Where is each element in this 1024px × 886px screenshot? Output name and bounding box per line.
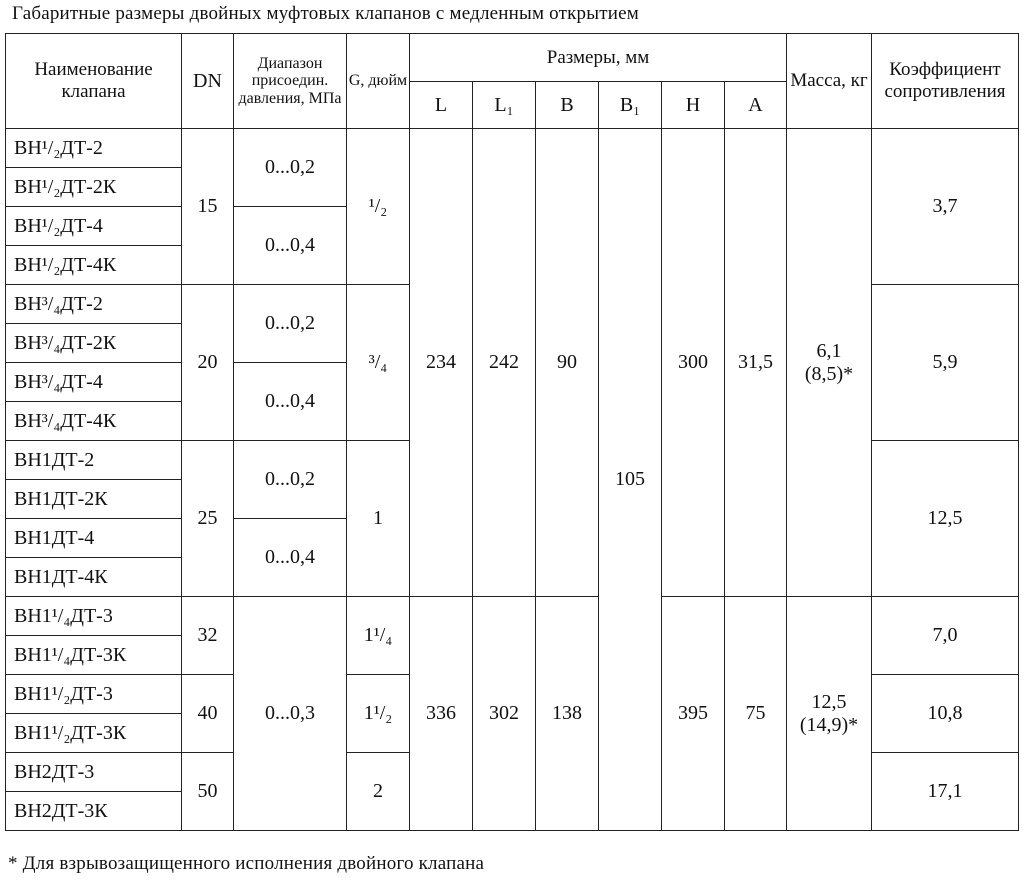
row: ВН¹/₂ДТ-2 15 0...0,2 ¹/₂ 234 242 90 105 … [5,128,1020,831]
cell: ВН³/₄ДТ-4К [5,401,182,441]
row: ВН³/₄ДТ-4 0...0,4 [5,362,1019,441]
cell: 0...0,4 [233,206,347,285]
header-cell: Масса, кг [786,33,873,129]
header-cell: Размеры, мм [408,33,788,82]
row: ВН1¹/₄ДТ-3 32 0...0,3 1¹/₄ 336 302 138 3… [5,596,1020,831]
cell: 20 [181,284,234,441]
cell: 234 [409,128,473,597]
header-cell: Коэффициент сопротивления [871,33,1020,129]
cell: ³/₄ [346,284,410,441]
cell: 0...0,3 [233,596,347,831]
header-cell: A [723,81,788,129]
row: ВН1¹/₄ДТ-3К [5,635,1019,675]
cell: ВН1ДТ-4К [5,557,182,597]
cell: 1¹/₂ [346,674,410,753]
cell: 31,5 [723,128,788,597]
header-cell: H [661,81,725,129]
table: Наименование клапана DN Диапазон присоед… [5,33,1020,831]
mass: 6,1 [816,339,842,362]
cell: 0...0,2 [233,440,347,519]
header-cell: L₁ [472,81,536,129]
cell: ВН³/₄ДТ-4 [5,362,182,402]
cell: 15 [181,128,234,285]
cell: ВН³/₄ДТ-2 [5,284,182,324]
cell: 75 [723,596,788,831]
cell: 1¹/₄ [346,596,410,675]
row: ВН1ДТ-2 25 0...0,2 1 12,5 [5,440,1020,597]
cell: 40 [181,674,234,753]
cell: 0...0,2 [233,284,347,363]
header-cell: B₁ [598,81,662,129]
cell: ВН1¹/₂ДТ-3К [5,713,182,753]
cell: ВН³/₄ДТ-2К [5,323,182,363]
cell: ВН1ДТ-2К [5,479,182,519]
cell: 6,1 (8,5)* [786,128,873,597]
cell: ВН2ДТ-3 [5,752,182,792]
cell: 1 [346,440,410,597]
row: ВН1ДТ-4 0...0,4 [5,518,1019,597]
header-cell: Наименование клапана [5,33,182,129]
cell: 12,5 [871,440,1020,597]
cell: 302 [472,596,536,831]
cell: ¹/₂ [346,128,410,285]
footnote: * Для взрывозащищенного исполнения двойн… [8,853,485,874]
cell: 336 [409,596,473,831]
row: ВН¹/₂ДТ-2К [5,167,1019,207]
cell: ВН1¹/₄ДТ-3К [5,635,182,675]
header-cell: DN [181,33,234,129]
row: ВН2ДТ-3 50 2 17,1 [5,752,1020,831]
cell: ВН¹/₂ДТ-4К [5,245,182,285]
cell: 10,8 [871,674,1020,753]
cell: 32 [181,596,234,675]
title: Габаритные размеры двойных муфтовых клап… [12,3,639,24]
cell: 300 [661,128,725,597]
cell: 50 [181,752,234,831]
header-cell: L [409,81,473,129]
cell: 3,7 [871,128,1020,285]
cell: 105 [598,128,662,831]
cell: 17,1 [871,752,1020,831]
cell: 395 [661,596,725,831]
row: ВН¹/₂ДТ-4 0...0,4 [5,206,1019,285]
cell: ВН¹/₂ДТ-2 [5,128,182,168]
cell: 0...0,4 [233,362,347,441]
row: ВН³/₄ДТ-2 20 0...0,2 ³/₄ 5,9 [5,284,1020,441]
cell: 7,0 [871,596,1020,675]
cell: 242 [472,128,536,597]
cell: 12,5 (14,9)* [786,596,873,831]
cell: ВН1¹/₄ДТ-3 [5,596,182,636]
cell: 5,9 [871,284,1020,441]
mass-alt: (14,9)* [799,713,859,736]
cell: ВН2ДТ-3К [5,791,182,831]
row: ВН³/₄ДТ-2К [5,323,1019,363]
cell: 138 [535,596,599,831]
cell: ВН¹/₂ДТ-2К [5,167,182,207]
header-cell: Диапазон присоедин. давления, МПа [233,33,347,129]
row: ВН1¹/₂ДТ-3 40 1¹/₂ 10,8 [5,674,1020,753]
cell: 0...0,4 [233,518,347,597]
header-cell: B [535,81,599,129]
cell: 0...0,2 [233,128,347,207]
row: ВН¹/₂ДТ-4К [5,245,1019,285]
header-row: Наименование клапана DN Диапазон присоед… [5,33,1020,129]
mass: 12,5 [811,690,847,713]
mass-alt: (8,5)* [804,362,854,385]
cell: 2 [346,752,410,831]
cell: 25 [181,440,234,597]
cell: ВН1ДТ-4 [5,518,182,558]
header-cell: G, дюйм [346,33,410,129]
cell: ВН¹/₂ДТ-4 [5,206,182,246]
header-row: L L₁ B B₁ H A [6,81,1019,129]
cell: ВН1ДТ-2 [5,440,182,480]
cell: 90 [535,128,599,597]
cell: ВН1¹/₂ДТ-3 [5,674,182,714]
row: ВН2ДТ-3К [5,791,1019,831]
